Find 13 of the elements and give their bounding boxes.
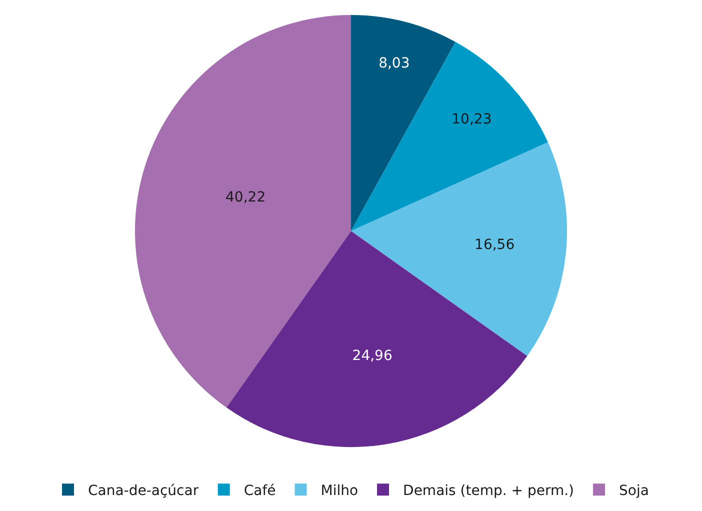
- legend-label: Cana-de-açúcar: [88, 483, 199, 500]
- pie-slice: [226, 231, 528, 448]
- data-label: 16,56: [474, 236, 515, 253]
- data-label: 40,22: [226, 190, 266, 206]
- legend-label: Milho: [320, 483, 358, 500]
- legend-label: Demais (temp. + perm.): [403, 483, 574, 500]
- pie-slice: [351, 42, 548, 232]
- pie-slice: [135, 15, 351, 408]
- legend-label: Soja: [619, 483, 649, 500]
- legend-label: Café: [244, 483, 276, 500]
- data-label: 24,96: [352, 348, 392, 364]
- data-label: 8,03: [378, 56, 410, 72]
- data-label: 10,23: [452, 112, 492, 128]
